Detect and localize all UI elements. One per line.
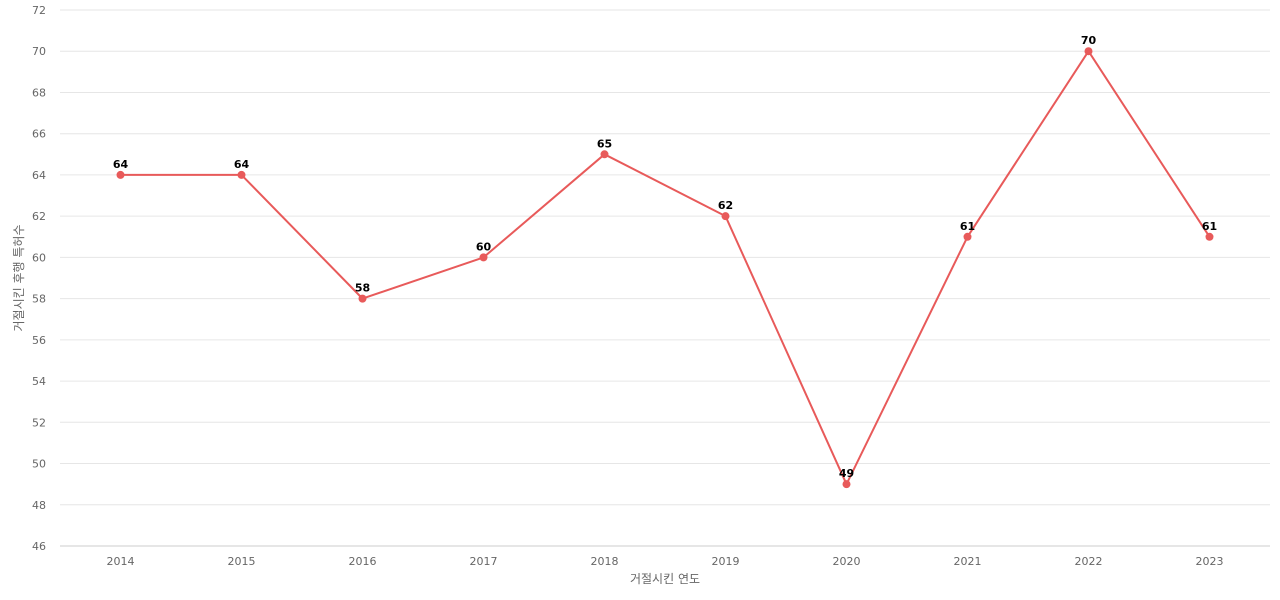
x-tick-label: 2016 (349, 555, 377, 568)
x-tick-label: 2018 (591, 555, 619, 568)
x-tick-label: 2014 (107, 555, 135, 568)
data-point[interactable] (842, 480, 851, 489)
data-point[interactable] (479, 253, 488, 262)
y-tick-label: 46 (32, 540, 46, 553)
data-point[interactable] (116, 170, 125, 179)
data-label: 61 (960, 220, 975, 233)
y-tick-label: 62 (32, 210, 46, 223)
y-tick-label: 68 (32, 86, 46, 99)
y-tick-label: 50 (32, 458, 46, 471)
y-axis-ticks: 46 48 50 52 54 56 58 60 62 64 66 68 70 72 (32, 4, 46, 553)
x-tick-label: 2022 (1075, 555, 1103, 568)
grid-layer (60, 9, 1270, 547)
data-point[interactable] (721, 212, 730, 221)
data-label: 62 (718, 199, 733, 212)
data-point[interactable] (1084, 47, 1093, 56)
y-tick-label: 58 (32, 293, 46, 306)
data-label: 70 (1081, 34, 1097, 47)
data-labels: 64 64 58 60 65 62 49 61 70 61 (113, 34, 1217, 480)
x-tick-label: 2015 (228, 555, 256, 568)
y-tick-label: 48 (32, 499, 46, 512)
y-tick-label: 70 (32, 45, 46, 58)
y-tick-label: 52 (32, 416, 46, 429)
y-tick-label: 64 (32, 169, 46, 182)
data-label: 49 (839, 467, 854, 480)
y-tick-label: 60 (32, 251, 46, 264)
x-tick-label: 2020 (833, 555, 861, 568)
x-axis-title: 거절시킨 연도 (630, 572, 700, 586)
y-tick-label: 54 (32, 375, 46, 388)
x-axis-ticks: 2014 2015 2016 2017 2018 2019 2020 2021 2022 2023 (107, 555, 1224, 568)
data-point[interactable] (963, 232, 972, 241)
y-tick-label: 72 (32, 4, 46, 17)
data-label: 58 (355, 282, 370, 295)
x-tick-label: 2021 (954, 555, 982, 568)
y-tick-label: 56 (32, 334, 46, 347)
series-layer (116, 47, 1214, 489)
series-line (120, 50, 1211, 486)
data-label: 64 (234, 158, 250, 171)
data-point[interactable] (1205, 232, 1214, 241)
x-tick-label: 2019 (712, 555, 740, 568)
x-tick-label: 2023 (1196, 555, 1224, 568)
y-tick-label: 66 (32, 128, 46, 141)
data-point[interactable] (237, 170, 246, 179)
data-label: 61 (1202, 220, 1217, 233)
y-axis-title: 거절시킨 후행 특허수 (11, 225, 26, 332)
data-point[interactable] (600, 150, 609, 159)
data-label: 65 (597, 137, 612, 150)
data-label: 60 (476, 240, 492, 253)
data-point[interactable] (358, 294, 367, 303)
data-label: 64 (113, 158, 129, 171)
x-tick-label: 2017 (470, 555, 498, 568)
